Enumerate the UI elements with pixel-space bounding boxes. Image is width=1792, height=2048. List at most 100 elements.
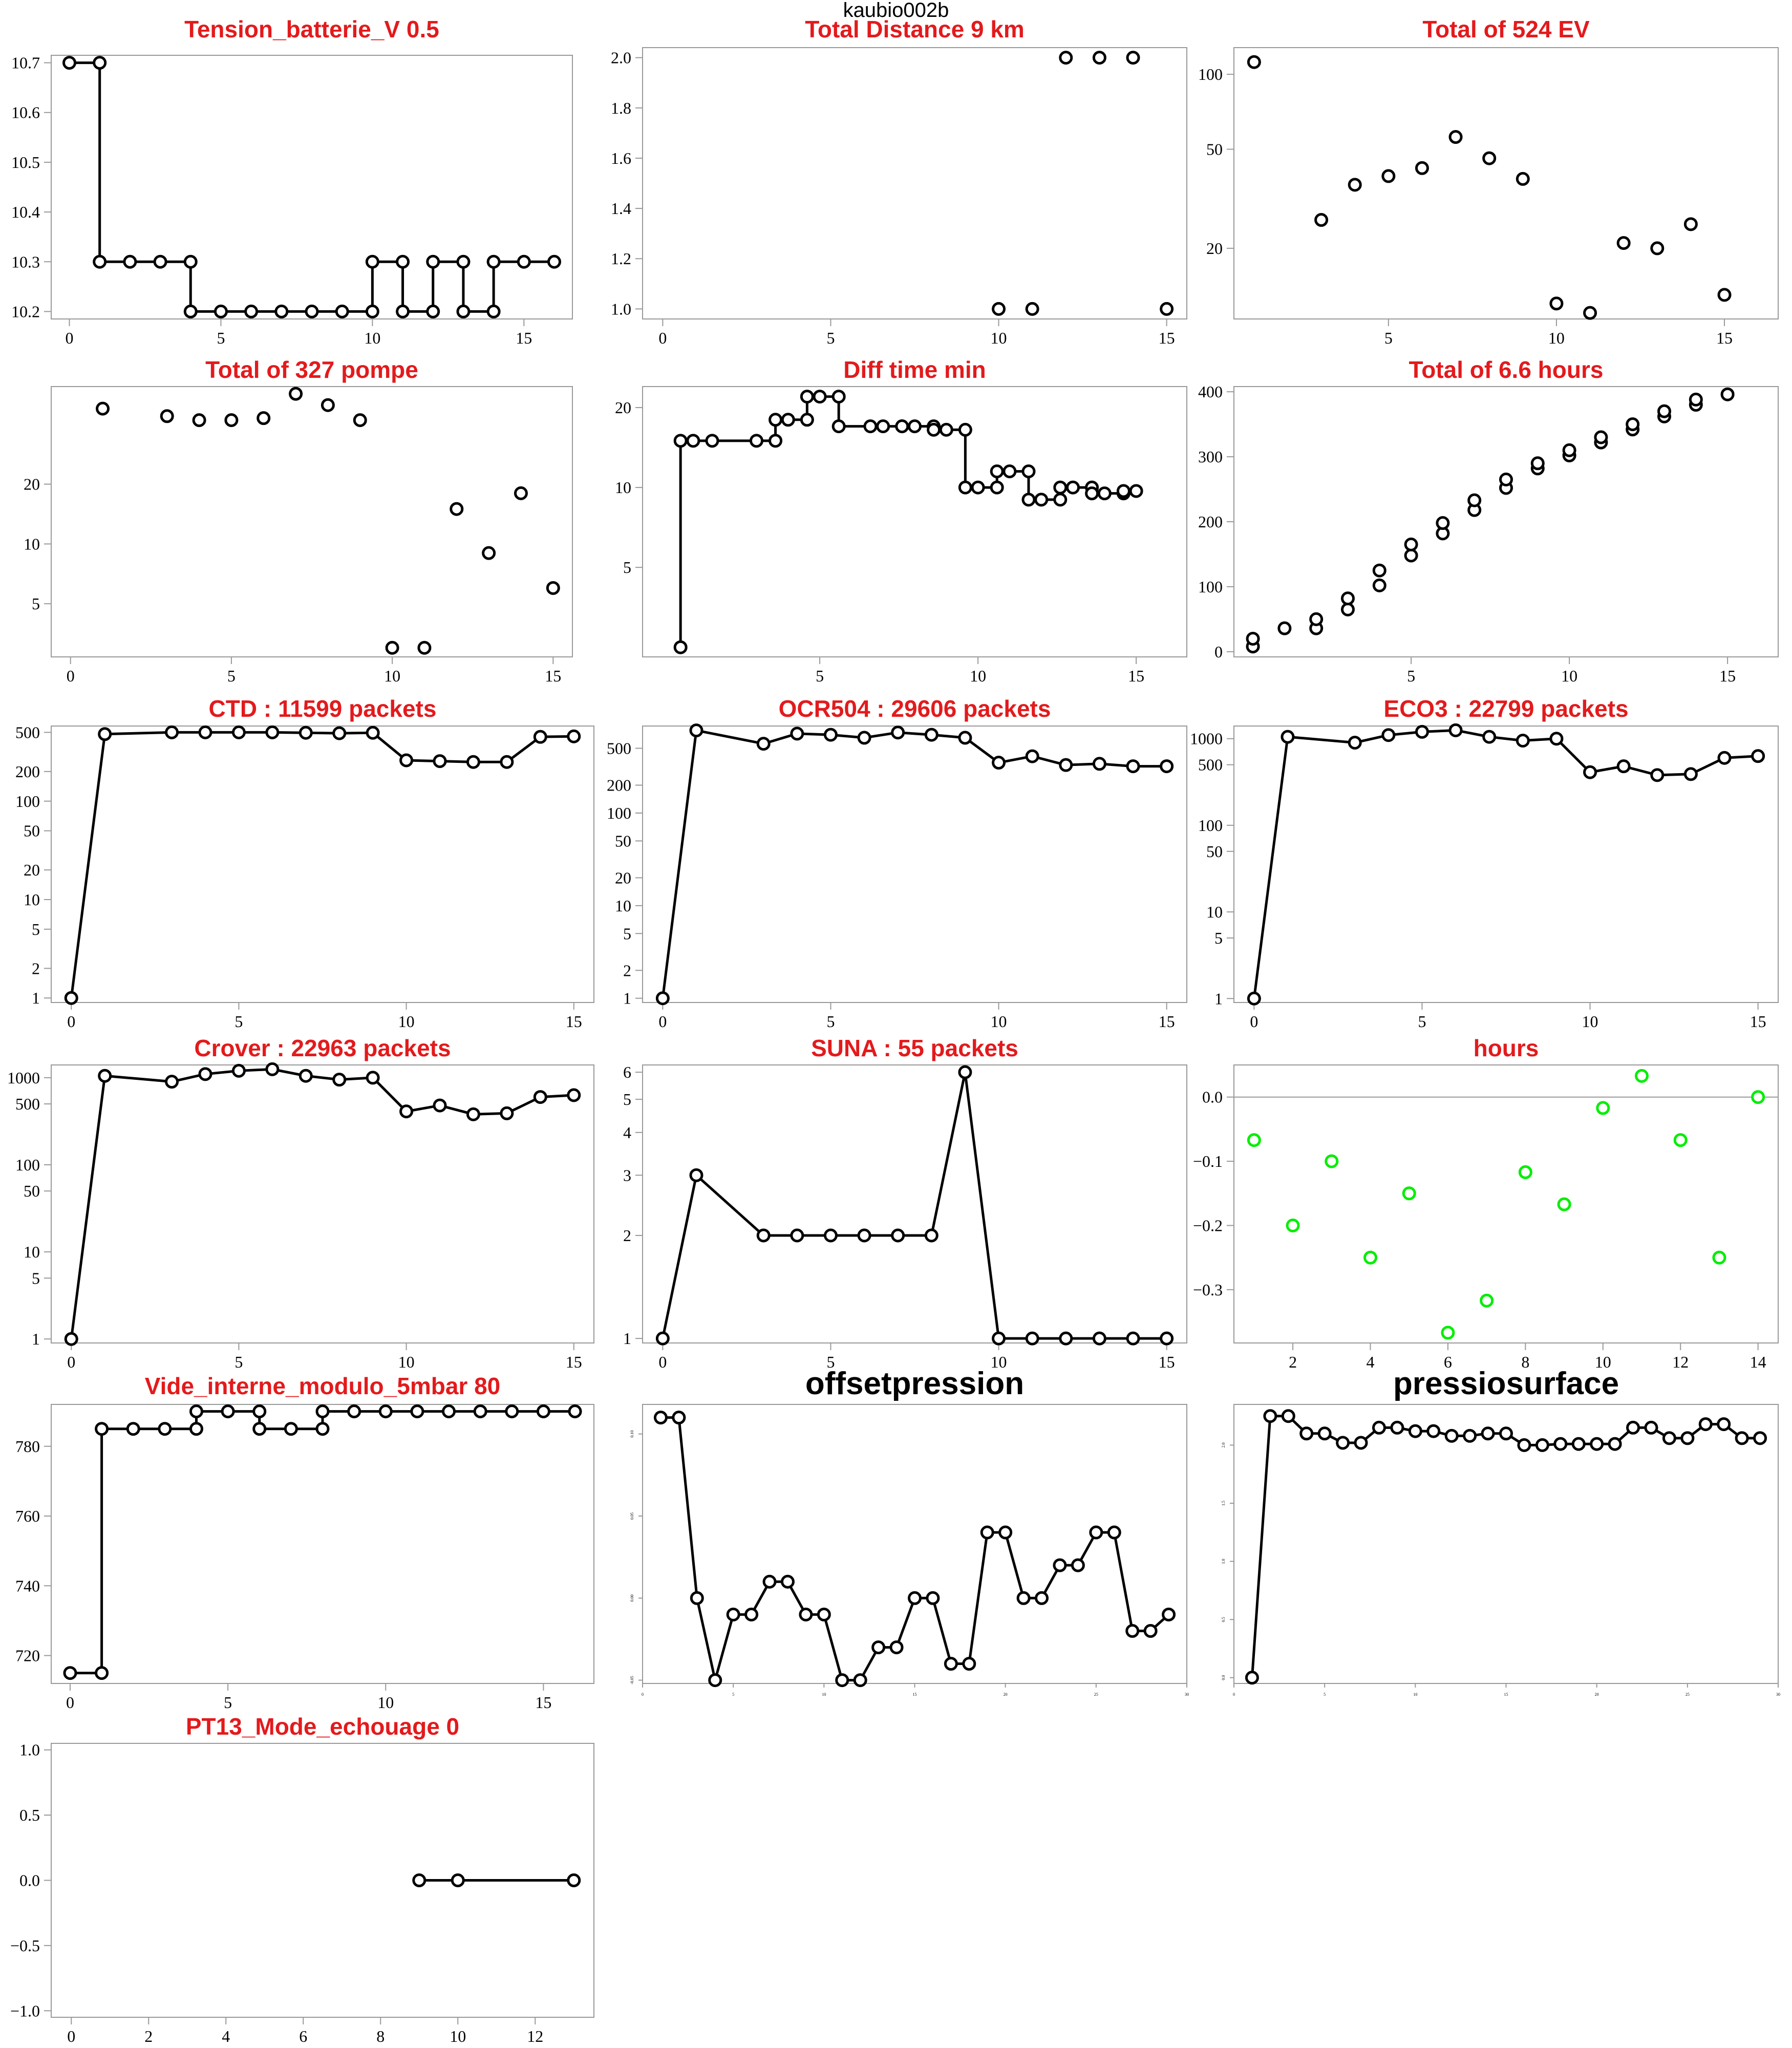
data-point bbox=[800, 390, 814, 404]
data-point bbox=[1499, 473, 1513, 486]
data-point bbox=[1053, 480, 1068, 495]
x-tick-label: 20 bbox=[1004, 1692, 1008, 1697]
series-line bbox=[70, 731, 574, 998]
data-point bbox=[1247, 991, 1261, 1006]
series-line bbox=[661, 729, 1167, 999]
x-tick-label: 14 bbox=[1750, 1353, 1766, 1371]
data-point bbox=[567, 1873, 581, 1887]
y-tick-label: 1 bbox=[1214, 989, 1223, 1008]
data-point bbox=[93, 56, 107, 70]
plot-frame bbox=[642, 47, 1187, 319]
series-line bbox=[660, 1416, 1170, 1682]
y-tick-label: 2 bbox=[32, 959, 40, 977]
x-tick-label: 0 bbox=[658, 1353, 667, 1371]
x-tick-label: 5 bbox=[234, 1012, 243, 1031]
chart-panel: Diff time min 5 10 15 5 10 20 bbox=[615, 356, 1187, 685]
data-point bbox=[399, 1104, 414, 1119]
chart-panel: offsetpression 0 5 10 15 20 25 30 -0.05 0.00 0.05 0… bbox=[630, 1366, 1189, 1697]
x-tick-label: 15 bbox=[535, 1693, 551, 1712]
data-point bbox=[655, 991, 670, 1006]
y-tick-label: 0.0 bbox=[1202, 1088, 1223, 1106]
data-point bbox=[799, 1607, 813, 1622]
y-tick-label: 100 bbox=[15, 1156, 40, 1174]
data-point bbox=[252, 1404, 267, 1419]
data-point bbox=[1021, 493, 1036, 507]
data-point bbox=[1089, 1525, 1103, 1540]
y-tick-label: −0.1 bbox=[1193, 1152, 1223, 1170]
data-point bbox=[1263, 1409, 1277, 1423]
data-point bbox=[689, 723, 703, 738]
y-tick-label: 100 bbox=[607, 804, 631, 822]
x-tick-label: 15 bbox=[1159, 329, 1175, 347]
data-point bbox=[1481, 1426, 1495, 1441]
data-point bbox=[1499, 1426, 1513, 1441]
data-point bbox=[1516, 733, 1530, 748]
data-point bbox=[189, 1404, 203, 1419]
y-tick-label: 5 bbox=[623, 1090, 631, 1108]
y-tick-label: 100 bbox=[1198, 816, 1223, 835]
data-point bbox=[790, 1228, 804, 1243]
data-point bbox=[1126, 759, 1140, 774]
x-tick-label: 15 bbox=[913, 1692, 917, 1697]
data-point bbox=[63, 1666, 77, 1680]
data-point bbox=[95, 1666, 109, 1680]
chart-title: Total of 524 EV bbox=[1422, 16, 1590, 42]
data-point bbox=[1317, 1426, 1332, 1441]
data-point bbox=[183, 304, 198, 318]
data-point bbox=[790, 727, 804, 741]
data-point bbox=[486, 304, 501, 318]
data-point bbox=[1092, 1331, 1106, 1346]
y-tick-label: 5 bbox=[32, 594, 40, 613]
data-point bbox=[353, 413, 367, 428]
data-point bbox=[257, 411, 271, 425]
y-tick-label: 50 bbox=[1206, 842, 1223, 861]
data-point bbox=[1404, 548, 1418, 563]
chart-panel: Total of 6.6 hours 5 10 15 0 100 200 300 400 bbox=[1198, 356, 1779, 685]
data-point bbox=[284, 1422, 298, 1436]
data-point bbox=[992, 302, 1006, 316]
data-point bbox=[1616, 759, 1631, 774]
data-point bbox=[1596, 1101, 1610, 1115]
data-point bbox=[1616, 236, 1631, 250]
data-point bbox=[1712, 1250, 1726, 1265]
data-point bbox=[265, 1062, 280, 1076]
y-tick-label: 100 bbox=[1198, 578, 1223, 596]
y-tick-label: 1.0 bbox=[19, 1741, 40, 1759]
data-point bbox=[1314, 213, 1329, 227]
data-point bbox=[1644, 1420, 1658, 1435]
x-tick-label: 5 bbox=[217, 329, 225, 347]
data-point bbox=[1035, 1591, 1049, 1605]
y-tick-label: 1000 bbox=[1190, 730, 1223, 748]
x-tick-label: 15 bbox=[1750, 1012, 1766, 1031]
data-point bbox=[1634, 1069, 1649, 1083]
data-point bbox=[332, 726, 347, 740]
data-point bbox=[1689, 392, 1703, 407]
data-point bbox=[1126, 51, 1140, 65]
data-point bbox=[158, 1422, 172, 1436]
plot-frame bbox=[51, 1064, 594, 1343]
data-point bbox=[1683, 217, 1698, 231]
data-point bbox=[1092, 757, 1106, 771]
data-point bbox=[274, 304, 289, 318]
series-line bbox=[1252, 729, 1758, 999]
x-tick-label: 0 bbox=[67, 1353, 75, 1371]
data-point bbox=[939, 422, 953, 437]
data-point bbox=[992, 1331, 1006, 1346]
data-point bbox=[399, 753, 414, 767]
y-tick-label: 50 bbox=[24, 822, 40, 840]
data-point bbox=[500, 1106, 514, 1120]
y-tick-label: −0.2 bbox=[1193, 1217, 1223, 1235]
data-point bbox=[871, 1640, 886, 1654]
series-line bbox=[661, 1071, 1167, 1340]
data-point bbox=[895, 419, 909, 434]
data-point bbox=[1518, 1165, 1532, 1179]
data-point bbox=[244, 304, 259, 318]
data-point bbox=[1426, 1424, 1441, 1438]
data-point bbox=[315, 1404, 330, 1419]
data-point bbox=[1571, 1437, 1586, 1451]
plot-frame bbox=[51, 386, 573, 657]
y-tick-label: 1 bbox=[32, 1330, 40, 1348]
data-point bbox=[486, 254, 501, 269]
data-point bbox=[1553, 1437, 1568, 1451]
